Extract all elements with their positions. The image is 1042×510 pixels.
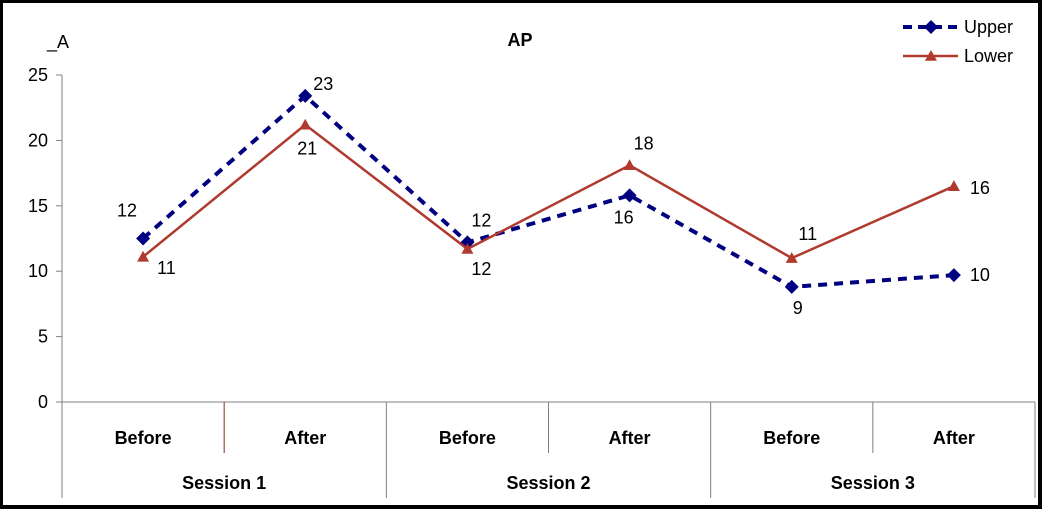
series-line-upper	[141, 93, 955, 289]
data-point-lower	[785, 252, 798, 263]
data-label-lower: 11	[157, 258, 176, 278]
x-category-label: After	[933, 428, 975, 448]
legend-upper-label: Upper	[964, 17, 1013, 37]
y-tick-label: 20	[28, 130, 48, 150]
data-label-lower: 12	[471, 259, 491, 279]
data-point-lower	[137, 250, 150, 262]
x-category-label: Before	[763, 428, 820, 448]
y-tick-label: 25	[28, 65, 48, 85]
y-tick-label: 5	[38, 327, 48, 347]
data-point-lower	[947, 180, 960, 191]
series-layer	[136, 88, 961, 294]
legend: Upper Lower	[903, 17, 1013, 66]
data-label-upper: 9	[793, 298, 803, 318]
y-axis-label: _A	[46, 32, 69, 53]
axes: 0 5 10 15 20 25 Before After Before After Before Af…	[28, 65, 1036, 498]
data-labels: 12 23 12 16 9 10 11 21 12 18 11 16	[117, 74, 990, 318]
x-group-label: Session 3	[831, 473, 915, 493]
data-label-upper: 16	[614, 207, 634, 227]
y-tick-label: 0	[38, 392, 48, 412]
x-category-label: After	[609, 428, 651, 448]
data-point-upper	[136, 231, 151, 246]
data-label-lower: 11	[798, 224, 817, 244]
x-group-label: Session 1	[182, 473, 266, 493]
data-label-upper: 12	[117, 201, 137, 221]
data-label-lower: 21	[297, 139, 317, 159]
data-point-lower	[623, 159, 636, 171]
data-point-upper	[622, 188, 637, 203]
y-tick-label: 10	[28, 261, 48, 281]
legend-lower-marker	[925, 50, 937, 61]
x-group-label: Session 2	[506, 473, 590, 493]
data-label-upper: 12	[471, 210, 491, 230]
data-point-lower	[461, 242, 474, 254]
data-label-upper: 23	[313, 74, 333, 94]
line-chart: 0 5 10 15 20 25 Before After Before After Before Af…	[28, 17, 1036, 498]
series-line-lower	[142, 123, 955, 260]
data-point-upper	[946, 268, 961, 283]
legend-lower-label: Lower	[964, 46, 1013, 66]
data-label-lower: 18	[634, 133, 654, 153]
x-category-label: Before	[115, 428, 172, 448]
data-point-lower	[299, 118, 312, 130]
legend-upper-marker	[924, 20, 938, 34]
data-point-upper	[298, 88, 313, 103]
chart-title: AP	[507, 30, 532, 50]
data-label-upper: 10	[970, 265, 990, 285]
x-category-label: Before	[439, 428, 496, 448]
y-tick-label: 15	[28, 196, 48, 216]
data-label-lower: 16	[970, 178, 990, 198]
x-category-label: After	[284, 428, 326, 448]
data-point-upper	[784, 279, 799, 294]
